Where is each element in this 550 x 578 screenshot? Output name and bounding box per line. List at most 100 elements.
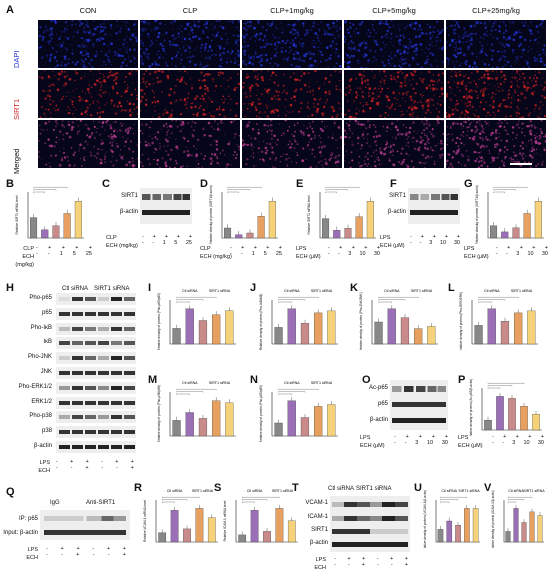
group-ctl-r: Ctl siRNA xyxy=(167,489,183,493)
bar-i-3 xyxy=(212,314,221,345)
treat-ech-q: ECH xyxy=(26,555,38,561)
blot-label-h-9: p38 xyxy=(41,428,52,435)
blot-label-h-1: p65 xyxy=(41,309,52,316)
sign: - xyxy=(36,251,38,257)
sign: + xyxy=(532,245,536,251)
band-h-7-5 xyxy=(124,400,135,405)
dose: 10 xyxy=(359,251,366,257)
group-sirt1-i: SIRT1 siRNA xyxy=(209,289,231,293)
sign: - xyxy=(61,552,63,558)
sign: + xyxy=(60,546,64,552)
sign: + xyxy=(544,245,548,251)
sign: - xyxy=(152,240,155,246)
bar-e-0 xyxy=(322,218,330,239)
dose: 30 xyxy=(373,251,380,257)
sig-bracket-s-2 xyxy=(242,497,280,499)
bar-j-4 xyxy=(327,310,336,345)
treat-lps-h: LPS xyxy=(39,460,50,466)
bar-s-3 xyxy=(275,508,284,543)
bar-j-0 xyxy=(274,327,283,345)
band-h-6-1 xyxy=(72,385,83,390)
sig-bracket-r-0 xyxy=(162,501,175,503)
blot-label-h-6: Pho-ERK1/2 xyxy=(18,383,52,390)
dose: 5 xyxy=(72,251,76,257)
group-sirt1-v: SIRT1 siRNA xyxy=(523,489,545,493)
ylabel-g: Relative density of protein (SIRT1/β-act… xyxy=(475,185,479,244)
blot-label-actin-t: β-actin xyxy=(309,540,328,546)
sign: - xyxy=(334,562,336,568)
panel-label-b: B xyxy=(6,178,14,190)
treat-lps-p: LPS xyxy=(458,435,469,441)
panel-label-u: U xyxy=(414,482,422,494)
sig-bracket-v-0 xyxy=(507,501,517,503)
blot-strip-h-1 xyxy=(56,307,136,320)
group-ctl-m: Ctl siRNA xyxy=(182,381,198,385)
blot-label-input-q: Input: β-actin xyxy=(3,530,38,536)
bar-v-3 xyxy=(529,511,535,543)
band-h-4-4 xyxy=(111,356,122,361)
sign: - xyxy=(394,440,396,446)
blot-label-actin-c: β-actin xyxy=(119,209,138,215)
panel-label-v: V xyxy=(484,482,492,494)
micrograph-dapi-1 xyxy=(140,20,240,68)
bar-b-1 xyxy=(41,229,49,239)
sig-bracket-b-2 xyxy=(33,187,68,189)
bar-l-1 xyxy=(487,308,496,345)
sign: + xyxy=(364,245,368,251)
ylabel-b: Relative SIRT1 mRNA level xyxy=(15,195,19,234)
chart-g: Relative density of protein (SIRT1/β-act… xyxy=(475,185,544,244)
panel-label-r: R xyxy=(134,482,142,494)
bar-d-0 xyxy=(224,227,232,239)
band-h-4-0 xyxy=(59,356,70,361)
bar-p-4 xyxy=(532,414,540,431)
dose: 3 xyxy=(348,251,352,257)
band-h-4-1 xyxy=(72,356,83,361)
blot-strip-h-4 xyxy=(56,352,136,365)
bar-j-2 xyxy=(300,323,310,345)
ylabel-n: Relative density of protein (Pho-p65/p65… xyxy=(259,385,263,442)
dose: 30 xyxy=(441,440,448,446)
chart-v: Relative density of protein (ICAM-1/β-ac… xyxy=(491,489,545,548)
blot-label-vcam-t: VCAM-1 xyxy=(305,500,328,506)
sign: + xyxy=(85,459,89,465)
sign: + xyxy=(339,245,343,251)
bar-m-1 xyxy=(185,412,194,437)
treat-ech-g: ECH (μM) xyxy=(464,254,489,260)
bar-s-2 xyxy=(263,531,271,543)
sign: + xyxy=(278,245,282,251)
blot-label-actin-o: β-actin xyxy=(369,417,388,423)
bar-r-0 xyxy=(158,532,167,543)
sign: + xyxy=(48,245,52,251)
treat-signs-h: - + + - + + - - + - - + xyxy=(56,459,134,471)
treat-clp-c: CLP xyxy=(106,235,117,241)
panel-label-i: I xyxy=(148,282,152,294)
band-h-2-3 xyxy=(98,326,109,331)
band-h-10-4 xyxy=(111,445,122,449)
bar-n-4 xyxy=(327,404,336,437)
sign: + xyxy=(122,552,126,558)
sign: + xyxy=(507,245,511,251)
sign: + xyxy=(351,245,355,251)
bar-i-2 xyxy=(198,320,208,345)
bar-r-3 xyxy=(195,508,204,543)
dose: 10 xyxy=(527,251,534,257)
micrograph-dapi-0 xyxy=(38,20,138,68)
band-h-1-3 xyxy=(98,311,109,316)
sign: + xyxy=(515,434,519,440)
band-h-3-2 xyxy=(85,341,96,346)
dose: 3 xyxy=(429,240,433,246)
sign: - xyxy=(240,251,243,257)
panel-label-n: N xyxy=(250,374,258,386)
treat-ech-c: ECH (mg/kg) xyxy=(106,243,138,249)
blot-label-h-5: JNK xyxy=(40,369,52,375)
group-ctl-s: Ctl siRNA xyxy=(247,489,263,493)
group-ctl-t: Ctl siRNA xyxy=(328,486,355,492)
treat-lps-e: LPS xyxy=(296,246,307,252)
treat-ech-f: ECH (μM) xyxy=(380,243,405,249)
panel-label-o: O xyxy=(362,374,371,386)
bar-i-1 xyxy=(185,308,194,345)
ylabel-d: Relative density of protein (SIRT1/β-act… xyxy=(209,185,213,244)
sign: - xyxy=(334,556,336,562)
sign: + xyxy=(76,552,80,558)
band-h-0-2 xyxy=(85,297,96,301)
